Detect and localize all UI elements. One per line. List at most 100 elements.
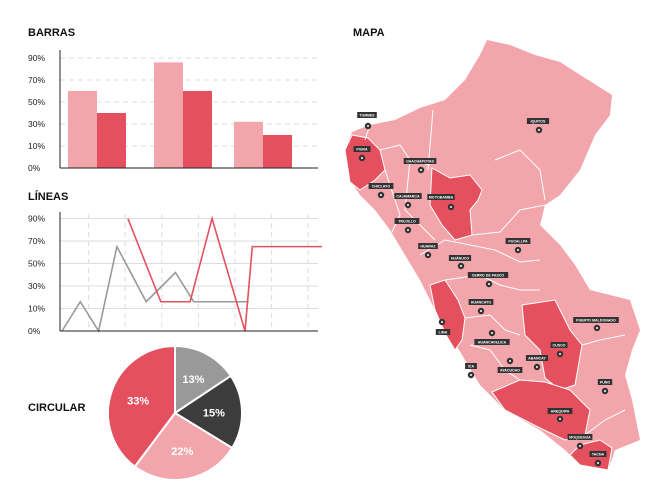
city-label: AREQUIPA [551,409,570,413]
city-dot-center [427,254,429,256]
bar-chart-title: BARRAS [28,27,76,39]
city-label: HUÁNUCO [451,255,470,260]
city-marker: CHACHAPOYAS [403,158,437,174]
line-series [127,215,322,332]
city-label: MOQUEGUA [569,435,591,439]
city-marker: MOQUEGUA [567,434,593,450]
city-label: PUCALLPA [508,239,528,243]
city-dot-center [488,283,490,285]
city-label: HUANCAVELICA [478,340,507,344]
bar-y-tick: 90% [28,53,45,63]
city-marker: CUSCO [550,342,568,358]
city-dot-center [559,353,561,355]
region-lima [429,279,466,351]
pie-slice-label: 33% [127,396,149,408]
city-label-bg [573,317,619,323]
city-label: CHACHAPOYAS [406,159,434,163]
pie-slice [173,374,243,450]
line-chart-title: LÍNEAS [28,191,69,203]
city-label-bg [547,408,573,414]
city-label-bg [465,363,477,369]
city-dot-center [441,321,443,323]
city-label-bg [353,146,371,152]
city-dot-center [380,194,382,196]
city-dot-center [491,332,493,334]
city-label-bg [589,451,607,457]
city-label-bg [357,112,377,118]
city-label-bg [567,434,593,440]
city-marker: HUARAZ [418,243,438,259]
pie-slice [107,344,176,469]
city-dot-center [596,327,598,329]
city-label: PIURA [356,147,368,151]
pie-slice-label: 15% [203,407,225,419]
city-label-bg [435,329,451,335]
city-label-bg [427,194,455,200]
city-marker: HUÁNUCO [448,255,472,270]
city-label: MOYOBAMBA [429,195,454,199]
city-label: LIMA [439,330,448,334]
line-y-tick: 90% [28,214,45,224]
city-label: ICA [468,364,475,368]
city-marker: LIMA [435,318,451,335]
city-marker: CAJAMARCA [394,193,422,209]
city-marker: ICA [465,363,477,379]
city-dot-center [420,169,422,171]
city-marker: TACNA [589,451,607,467]
line-y-tick: 30% [28,281,45,291]
city-dot-center [579,445,581,447]
city-marker: ABANCAY [525,355,549,371]
city-dot-center [536,366,538,368]
city-marker: IQUITOS [526,118,550,134]
region-arequipa [491,379,591,441]
city-dot-center [361,157,363,159]
city-dot-center [517,249,519,251]
bar [68,91,97,168]
city-dot-center [407,204,409,206]
city-label: TUMBES [359,113,375,117]
city-label: CAJAMARCA [396,194,420,198]
pie-slice [133,411,234,481]
pie-slice-label: 13% [182,374,204,386]
city-label-bg [526,118,550,124]
city-dot-center [509,360,511,362]
city-label-bg [394,218,420,224]
city-label-bg [467,272,509,278]
city-marker: HUANCAVELICA [474,329,510,345]
map-title: MAPA [353,27,385,39]
city-dot-center [450,206,452,208]
city-marker: AYACUCHO [497,357,523,373]
bar-y-tick: 50% [28,97,45,107]
city-dot-center [597,462,599,464]
city-label: CERRO DE PASCO [472,273,505,277]
city-dot-center [480,310,482,312]
city-dot-center [604,390,606,392]
bar [183,91,212,168]
city-label-bg [403,158,437,164]
city-marker: PIURA [353,146,371,162]
city-label: PUNO [600,380,611,384]
city-dot-center [460,265,462,267]
city-label-bg [474,339,510,345]
line-y-tick: 70% [28,236,45,246]
city-label: TRUJILLO [398,219,416,223]
city-marker: TRUJILLO [394,218,420,234]
city-marker: TUMBES [357,112,377,130]
city-marker: CHICLAYO [368,183,394,199]
city-label: CHICLAYO [372,184,391,188]
city-label: AYACUCHO [500,368,520,372]
pie-slice [174,344,233,415]
line-y-tick: 10% [28,304,45,314]
city-marker: PUNO [597,379,613,395]
city-label-bg [597,379,613,385]
bar [234,121,263,168]
city-label-bg [525,355,549,361]
peru-outline [345,40,640,470]
bar-y-tick: 30% [28,119,45,129]
city-label: ABANCAY [528,356,546,360]
city-label: HUANCAYO [471,300,492,304]
pie-slice-label: 22% [171,446,193,458]
city-marker: PUERTO MALDONADO [573,317,619,332]
city-label: HUARAZ [420,244,436,248]
